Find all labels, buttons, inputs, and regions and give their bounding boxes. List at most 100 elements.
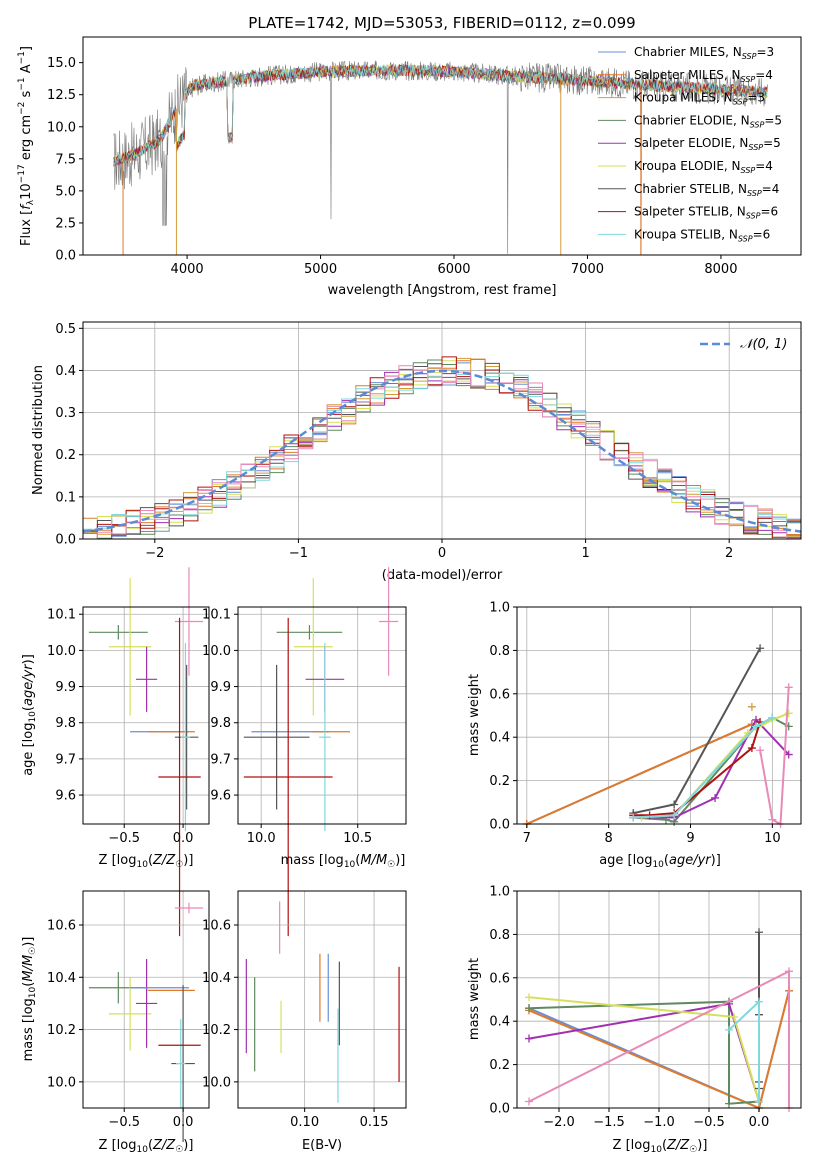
y-tick-label: 10.4	[47, 971, 76, 986]
weight-marker	[785, 967, 793, 976]
y-tick-label: 9.7	[210, 752, 231, 767]
weight-marker	[768, 713, 777, 722]
weight-marker	[784, 683, 793, 692]
legend-label: 𝒩(0, 1)	[740, 337, 787, 352]
legend-label-value: =3	[747, 91, 765, 105]
y-tick-label: 10.2	[202, 1023, 231, 1038]
legend-label-sub: SSP	[750, 120, 765, 129]
legend-label: Salpeter MILES, NSSP=4	[634, 68, 773, 84]
x-tick-label: 7000	[571, 262, 604, 277]
mass-vs-ebv-panel: 0.10 0.15 10.0 10.2 10.4 10.6 E(B-V)	[202, 890, 407, 1153]
legend-label-text: Chabrier ELODIE, N	[634, 113, 750, 127]
y-tick-label: 10.0	[47, 120, 76, 135]
y-tick-label: 0.1	[55, 490, 76, 505]
model-spectrum-line	[113, 64, 768, 166]
x-tick-label: 0.15	[360, 1115, 389, 1130]
weight-marker	[629, 813, 638, 822]
weight-vs-Z-ylabel: mass weight	[467, 958, 482, 1040]
spectrum-xlabel: wavelength [Angstrom, rest frame]	[328, 283, 557, 298]
residual-xlabel: (data-model)/error	[382, 568, 503, 583]
normal-distribution-curve	[82, 369, 802, 533]
legend-label-sub: SSP	[748, 143, 763, 152]
y-tick-label: 9.7	[55, 752, 76, 767]
weight-marker	[730, 1012, 738, 1021]
weight-marker	[725, 1099, 733, 1108]
x-tick-label: −2	[145, 546, 164, 561]
legend-label-value: =6	[760, 205, 778, 219]
legend-label-sub: SSP	[733, 98, 748, 107]
x-tick-label: −1	[289, 546, 308, 561]
weight-marker	[711, 793, 720, 802]
weight-marker	[525, 993, 533, 1002]
y-tick-label: 0.4	[489, 1015, 510, 1030]
weight-marker	[784, 750, 793, 759]
weight-marker	[756, 644, 765, 653]
x-tick-label: −0.5	[108, 831, 140, 846]
model-spectrum-line	[113, 63, 768, 166]
legend-label-text: Chabrier STELIB, N	[634, 182, 747, 196]
weight-marker	[755, 997, 763, 1006]
y-tick-label: 0.6	[489, 687, 510, 702]
y-tick-label: 0.3	[55, 406, 76, 421]
legend-label-sub: SSP	[741, 166, 756, 175]
y-tick-label: 0.4	[489, 731, 510, 746]
x-tick-label: 10.0	[247, 831, 276, 846]
x-tick-label: 0.0	[749, 1115, 770, 1130]
y-tick-label: 9.8	[55, 716, 76, 731]
x-tick-label: −2.0	[543, 1115, 575, 1130]
weight-marker	[768, 815, 777, 824]
y-tick-label: 2.5	[55, 216, 76, 231]
legend-label-text: Salpeter ELODIE, N	[634, 136, 748, 150]
weight-vs-age-xlabel: age [log10(age/yr)]	[599, 853, 721, 870]
legend-label-value: =6	[753, 227, 771, 241]
age-vs-Z-ylabel: age [log10(age/yr)]	[21, 654, 38, 776]
legend-label: Kroupa STELIB, NSSP=6	[634, 227, 770, 243]
y-tick-label: 10.0	[47, 644, 76, 659]
x-tick-label: 0	[438, 546, 446, 561]
weight-marker	[747, 702, 756, 711]
x-tick-label: 8000	[704, 262, 737, 277]
legend-label: Kroupa ELODIE, NSSP=4	[634, 159, 773, 175]
y-tick-label: 9.6	[210, 789, 231, 804]
y-tick-label: 5.0	[55, 184, 76, 199]
weight-line	[633, 716, 773, 819]
weight-marker	[755, 1097, 763, 1106]
legend-label-value: =4	[755, 68, 773, 82]
weight-marker	[756, 746, 765, 755]
weight-line	[528, 1000, 760, 1105]
weight-marker	[725, 1025, 733, 1034]
x-tick-label: 5000	[304, 262, 337, 277]
y-tick-label: 9.8	[210, 716, 231, 731]
y-tick-label: 10.6	[47, 918, 76, 933]
residual-panel: 𝒩(0, 1) −2 −1 0 1 2 0.0 0.1 0.2 0.3 0.4 0.5 (data-…	[31, 321, 802, 583]
weight-marker	[645, 811, 654, 820]
legend-label-value: =3	[756, 45, 774, 59]
x-tick-label: 2	[725, 546, 733, 561]
y-tick-label: 0.2	[55, 448, 76, 463]
y-tick-label: 10.1	[202, 608, 231, 623]
y-tick-label: 0.2	[489, 1058, 510, 1073]
legend-label-sub: SSP	[747, 189, 762, 198]
weight-vs-age-panel: 7 8 9 10 0.0 0.2 0.4 0.6 0.8 1.0 age [log10(age/y…	[467, 601, 802, 870]
legend-label-value: =5	[764, 113, 782, 127]
weight-marker	[525, 1004, 533, 1013]
x-tick-label: −1.0	[643, 1115, 675, 1130]
legend-label-sub: SSP	[746, 212, 761, 221]
weight-marker	[751, 722, 760, 731]
legend-label: Chabrier ELODIE, NSSP=5	[634, 113, 782, 129]
y-tick-label: 7.5	[55, 152, 76, 167]
x-tick-label: −1.5	[593, 1115, 625, 1130]
mass-vs-ebv-xlabel: E(B-V)	[302, 1138, 342, 1153]
model-spectrum-line	[113, 64, 768, 164]
weight-line	[526, 723, 753, 825]
y-tick-label: 10.0	[202, 644, 231, 659]
weight-vs-age-ylabel: mass weight	[467, 674, 482, 756]
y-tick-label: 10.6	[202, 918, 231, 933]
y-tick-label: 0.2	[489, 774, 510, 789]
y-tick-label: 15.0	[47, 56, 76, 71]
legend-label-text: Chabrier MILES, N	[634, 45, 742, 59]
x-tick-label: 4000	[171, 262, 204, 277]
y-tick-label: 0.0	[489, 1102, 510, 1117]
x-tick-label: 10	[764, 831, 781, 846]
